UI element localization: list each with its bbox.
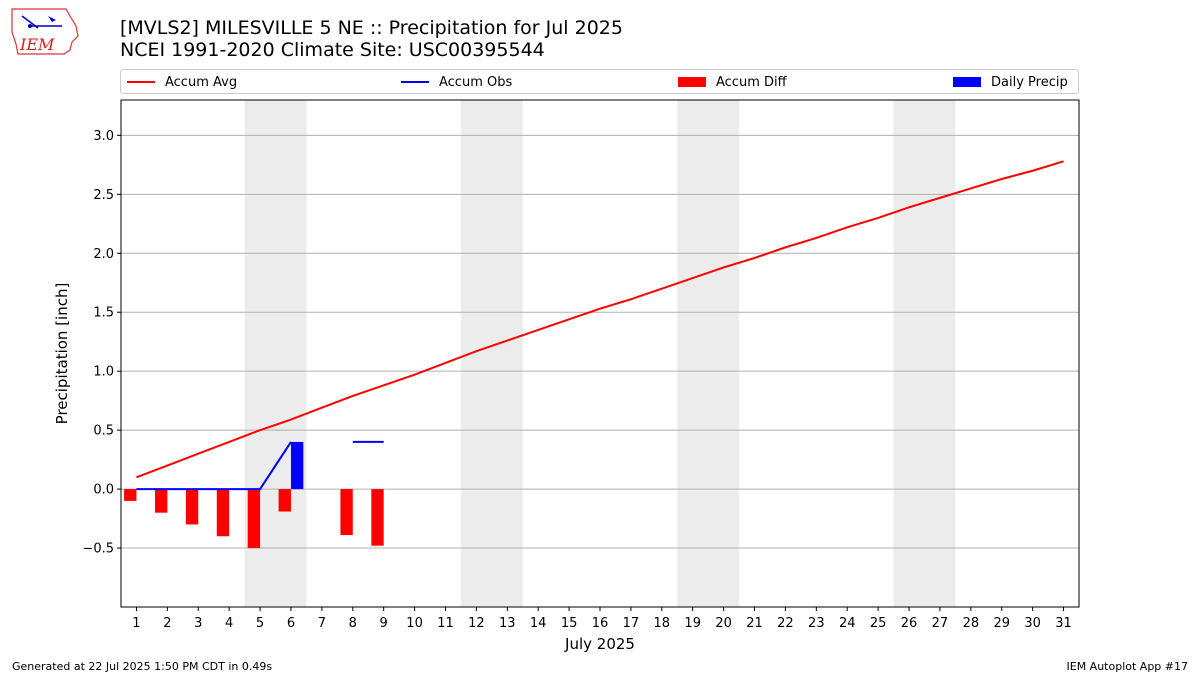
y-tick-label: −0.5 — [82, 542, 114, 557]
x-tick-label: 30 — [1024, 616, 1041, 631]
x-tick-label: 27 — [932, 616, 949, 631]
x-tick-label: 9 — [380, 616, 388, 631]
x-tick-label: 8 — [349, 616, 357, 631]
x-tick-label: 31 — [1055, 616, 1072, 631]
accum-diff-bar — [185, 489, 199, 525]
x-tick-label: 11 — [437, 616, 454, 631]
weekend-band — [677, 100, 740, 607]
x-tick-label: 16 — [592, 616, 609, 631]
legend: Accum Avg Accum Obs Accum Diff Daily Pre… — [120, 69, 1079, 94]
y-tick-label: 0.0 — [93, 483, 114, 498]
x-tick-label: 28 — [963, 616, 980, 631]
x-tick-label: 24 — [839, 616, 856, 631]
x-tick-label: 26 — [901, 616, 918, 631]
x-tick-label: 23 — [808, 616, 825, 631]
y-axis-label: Precipitation [inch] — [53, 283, 71, 425]
y-tick-label: 3.0 — [93, 129, 114, 144]
x-tick-label: 19 — [684, 616, 701, 631]
app-credit: IEM Autoplot App #17 — [1066, 660, 1189, 673]
iem-logo: IEM — [11, 8, 79, 55]
legend-item-daily-precip: Daily Precip — [953, 73, 1068, 91]
accum-diff-bar — [154, 489, 168, 513]
y-tick-label: 1.5 — [93, 306, 114, 321]
x-tick-label: 29 — [993, 616, 1010, 631]
weekend-band — [893, 100, 956, 607]
x-tick-label: 25 — [870, 616, 887, 631]
x-tick-label: 12 — [468, 616, 485, 631]
y-tick-label: 2.0 — [93, 247, 114, 262]
x-tick-label: 17 — [623, 616, 640, 631]
x-tick-label: 15 — [561, 616, 578, 631]
y-tick-label: 1.0 — [93, 365, 114, 380]
daily-precip-bar — [290, 441, 304, 490]
x-tick-label: 10 — [406, 616, 423, 631]
legend-label-daily-precip: Daily Precip — [991, 74, 1068, 90]
x-axis-label: July 2025 — [564, 635, 635, 653]
x-tick-label: 6 — [287, 616, 295, 631]
x-tick-label: 21 — [746, 616, 763, 631]
legend-label-accum-avg: Accum Avg — [165, 74, 238, 90]
x-tick-label: 7 — [318, 616, 326, 631]
x-tick-label: 13 — [499, 616, 516, 631]
y-tick-label: 2.5 — [93, 188, 114, 203]
x-tick-label: 20 — [715, 616, 732, 631]
legend-item-accum-obs: Accum Obs — [401, 73, 512, 91]
chart-subtitle: NCEI 1991-2020 Climate Site: USC00395544 — [120, 39, 545, 61]
accum-diff-bar — [247, 489, 261, 549]
generated-timestamp: Generated at 22 Jul 2025 1:50 PM CDT in … — [12, 660, 273, 673]
accum-diff-bar — [216, 489, 230, 537]
x-tick-label: 3 — [194, 616, 202, 631]
accum-avg-line — [136, 160, 1064, 479]
legend-swatch-accum-obs — [401, 81, 429, 83]
legend-label-accum-obs: Accum Obs — [439, 74, 513, 90]
accum-diff-bar — [278, 489, 291, 512]
legend-swatch-accum-diff — [678, 77, 706, 87]
accum-diff-bar — [340, 489, 353, 536]
y-tick-label: 0.5 — [93, 424, 114, 439]
legend-swatch-daily-precip — [953, 77, 981, 87]
legend-item-accum-avg: Accum Avg — [127, 73, 237, 91]
accum-diff-bar — [124, 489, 137, 501]
logo-text: IEM — [19, 35, 55, 54]
x-tick-label: 2 — [163, 616, 171, 631]
x-tick-label: 22 — [777, 616, 794, 631]
x-tick-label: 5 — [256, 616, 264, 631]
x-tick-label: 1 — [132, 616, 140, 631]
x-tick-label: 4 — [225, 616, 233, 631]
accum-obs-line — [136, 441, 292, 491]
x-tick-label: 14 — [530, 616, 547, 631]
legend-item-accum-diff: Accum Diff — [678, 73, 787, 91]
legend-label-accum-diff: Accum Diff — [716, 74, 787, 90]
legend-swatch-accum-avg — [127, 81, 155, 83]
chart-title: [MVLS2] MILESVILLE 5 NE :: Precipitation… — [120, 17, 623, 39]
accum-diff-bar — [371, 489, 384, 546]
x-tick-label: 18 — [654, 616, 671, 631]
